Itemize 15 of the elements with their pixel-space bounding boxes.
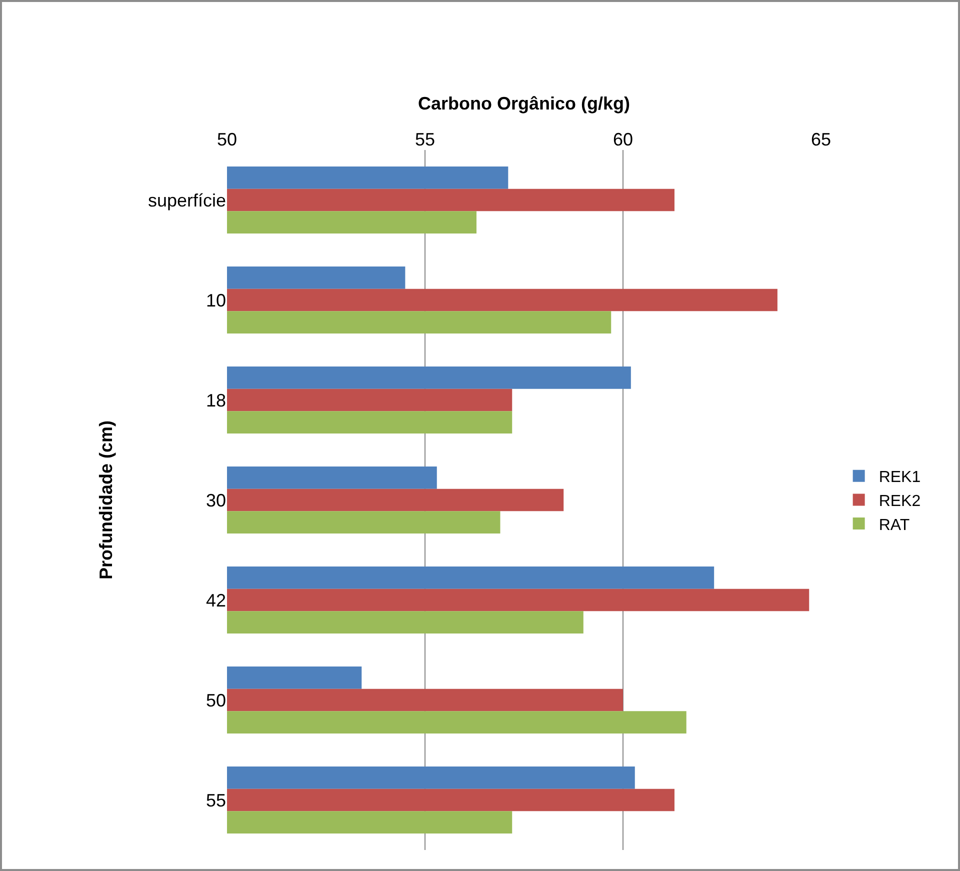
x-tick-label: 60 [612,129,634,150]
y-tick-label: 10 [206,290,226,310]
x-tick-label: 65 [810,129,832,150]
legend-label: RAT [878,516,910,534]
legend-label: REK1 [878,469,921,486]
x-tick-label: 55 [414,129,436,150]
y-tick-label: 30 [206,490,226,510]
y-tick-label: 18 [206,390,226,410]
y-tick-label: 50 [206,690,226,710]
y-tick-label: 42 [206,590,226,610]
y-tick-label: 55 [206,790,226,810]
legend-label: REK2 [878,492,921,510]
y-tick-label: superfície [148,190,226,210]
x-axis-title: Carbono Orgânico (g/kg) [418,94,630,114]
y-axis-title: Profundidade (cm) [96,420,116,580]
